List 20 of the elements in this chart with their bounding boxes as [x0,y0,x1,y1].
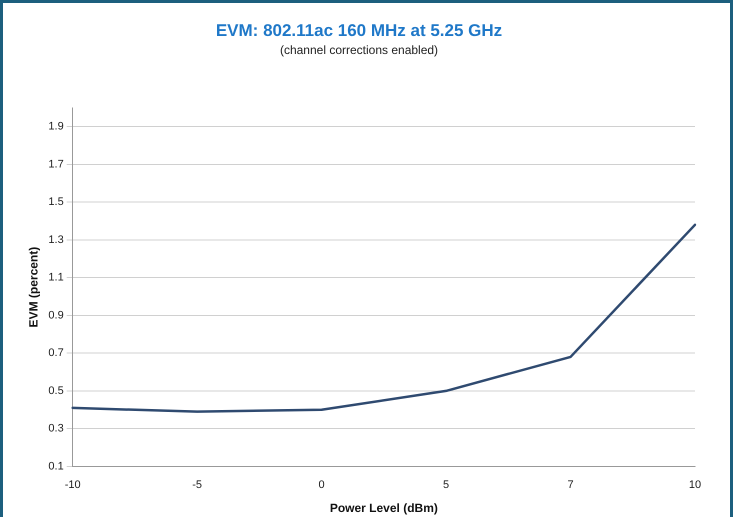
y-tick-label: 1.5 [48,196,64,208]
y-tick-label: 1.1 [48,272,64,284]
y-axis-title: EVM (percent) [26,246,41,328]
y-tick-label: 1.3 [48,234,64,246]
y-tick-label: 0.5 [48,384,64,397]
x-tick-label: 10 [688,479,702,492]
x-tick-label: 0 [318,479,325,492]
y-tick-label: 1.7 [48,158,64,170]
y-tick-label: 0.3 [48,422,64,435]
x-tick-label: 7 [567,479,574,492]
chart-subtitle: (channel corrections enabled) [280,42,438,57]
x-tick-label: -10 [64,479,81,492]
chart-title: EVM: 802.11ac 160 MHz at 5.25 GHz [216,20,502,40]
y-tick-label: 1.9 [48,120,64,133]
x-tick-label: -5 [192,479,202,492]
x-axis-title: Power Level (dBm) [330,501,438,516]
y-tick-label: 0.7 [48,347,64,360]
y-tick-label: 0.1 [48,460,64,472]
x-tick-label: 5 [443,479,450,492]
y-tick-label: 0.9 [48,309,64,322]
